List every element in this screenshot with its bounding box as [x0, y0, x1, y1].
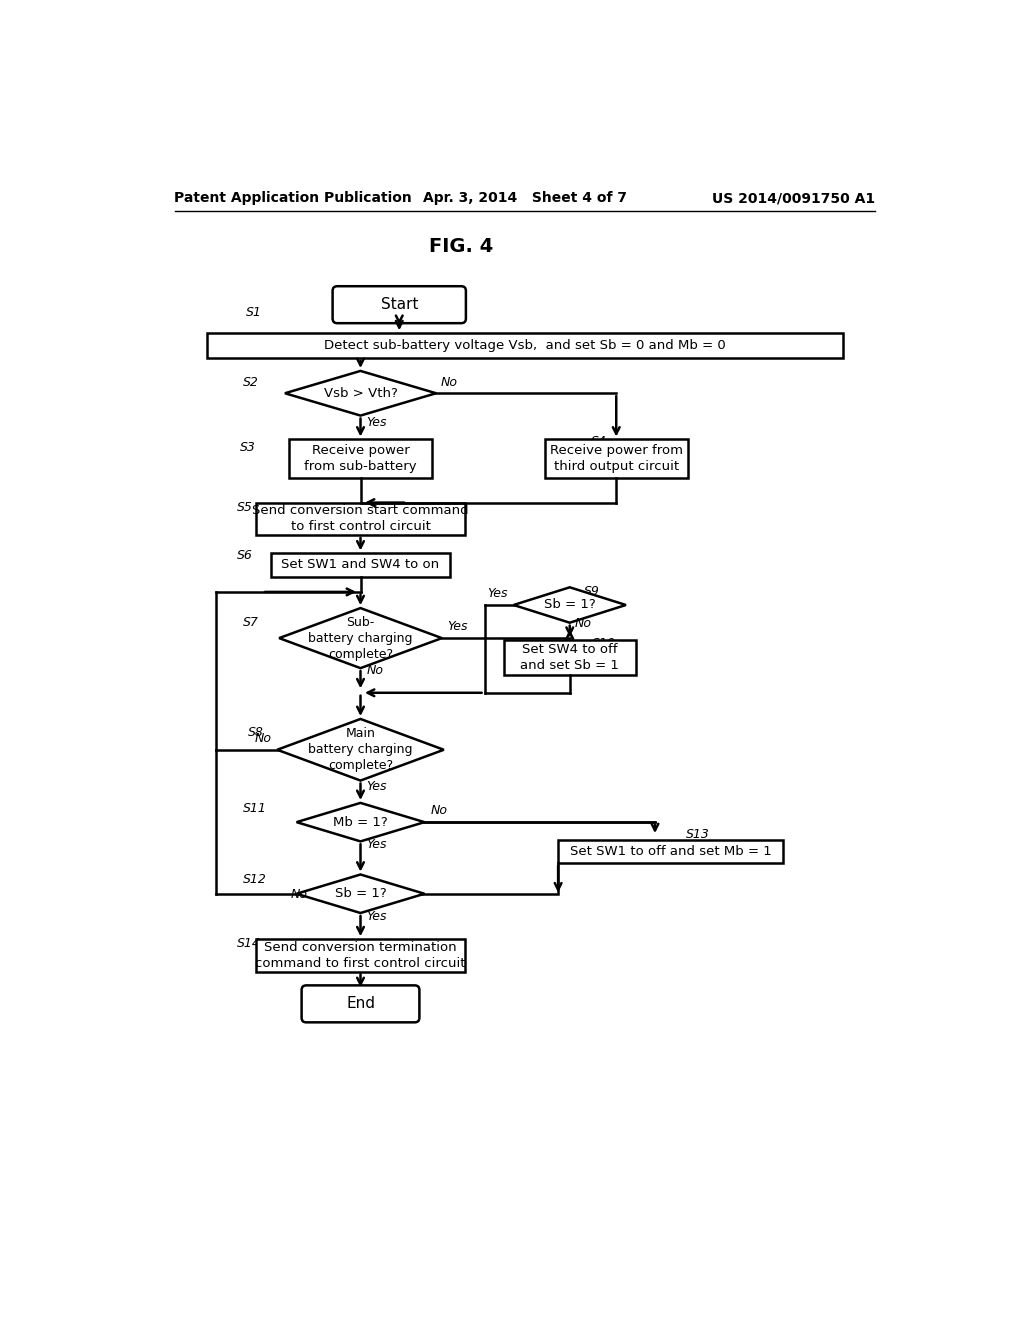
Text: Apr. 3, 2014   Sheet 4 of 7: Apr. 3, 2014 Sheet 4 of 7	[423, 191, 627, 206]
Text: Receive power from
third output circuit: Receive power from third output circuit	[550, 445, 683, 473]
Text: Main
battery charging
complete?: Main battery charging complete?	[308, 727, 413, 772]
Bar	[256, 503, 465, 535]
Polygon shape	[280, 609, 442, 668]
Text: S14: S14	[237, 936, 260, 949]
Text: No: No	[430, 804, 447, 817]
Text: Sub-
battery charging
complete?: Sub- battery charging complete?	[308, 615, 413, 660]
Text: Sb = 1?: Sb = 1?	[335, 887, 386, 900]
FancyBboxPatch shape	[333, 286, 466, 323]
FancyBboxPatch shape	[302, 985, 420, 1022]
Text: Set SW4 to off
and set Sb = 1: Set SW4 to off and set Sb = 1	[520, 643, 620, 672]
Text: S5: S5	[237, 502, 252, 515]
Text: S13: S13	[686, 828, 710, 841]
Text: End: End	[346, 997, 375, 1011]
Bar	[256, 940, 465, 972]
Polygon shape	[297, 803, 424, 841]
Text: US 2014/0091750 A1: US 2014/0091750 A1	[712, 191, 876, 206]
Bar	[545, 440, 688, 478]
Text: No: No	[440, 376, 458, 388]
Text: Start: Start	[381, 297, 418, 313]
Text: Set SW1 and SW4 to on: Set SW1 and SW4 to on	[282, 558, 439, 572]
Text: S7: S7	[243, 616, 259, 630]
Text: FIG. 4: FIG. 4	[429, 238, 494, 256]
Text: Send conversion termination
command to first control circuit: Send conversion termination command to f…	[255, 941, 466, 970]
Text: Yes: Yes	[367, 780, 387, 793]
Text: Detect sub-battery voltage Vsb,  and set Sb = 0 and Mb = 0: Detect sub-battery voltage Vsb, and set …	[324, 339, 726, 352]
Text: Vsb > Vth?: Vsb > Vth?	[324, 387, 397, 400]
Polygon shape	[278, 719, 443, 780]
Text: Yes: Yes	[487, 587, 508, 601]
Bar	[558, 840, 783, 863]
Text: S1: S1	[246, 306, 262, 319]
Text: S8: S8	[248, 726, 264, 739]
Text: Set SW1 to off and set Mb = 1: Set SW1 to off and set Mb = 1	[569, 845, 771, 858]
Bar	[207, 333, 843, 358]
Bar	[289, 440, 432, 478]
Bar	[271, 553, 450, 577]
Text: Yes: Yes	[367, 838, 387, 851]
Text: S2: S2	[243, 376, 259, 389]
Text: No: No	[254, 733, 271, 744]
Text: Yes: Yes	[447, 620, 468, 634]
Text: Send conversion start command
to first control circuit: Send conversion start command to first c…	[252, 504, 469, 533]
Text: Mb = 1?: Mb = 1?	[333, 816, 388, 829]
Text: S6: S6	[237, 549, 252, 562]
Text: S10: S10	[592, 638, 615, 649]
Text: No: No	[291, 887, 308, 900]
Text: No: No	[574, 616, 592, 630]
Text: No: No	[367, 664, 384, 677]
Text: S12: S12	[243, 874, 266, 887]
Text: Yes: Yes	[367, 416, 387, 429]
Text: S9: S9	[584, 585, 600, 598]
Text: S3: S3	[241, 441, 256, 454]
Text: Yes: Yes	[367, 909, 387, 923]
Text: S4: S4	[591, 436, 606, 449]
Polygon shape	[297, 874, 424, 913]
Polygon shape	[285, 371, 436, 416]
Text: Receive power
from sub-battery: Receive power from sub-battery	[304, 445, 417, 473]
Text: S11: S11	[243, 801, 266, 814]
Bar	[504, 640, 636, 675]
Text: Sb = 1?: Sb = 1?	[544, 598, 596, 611]
Text: Patent Application Publication: Patent Application Publication	[174, 191, 413, 206]
Polygon shape	[514, 587, 626, 623]
